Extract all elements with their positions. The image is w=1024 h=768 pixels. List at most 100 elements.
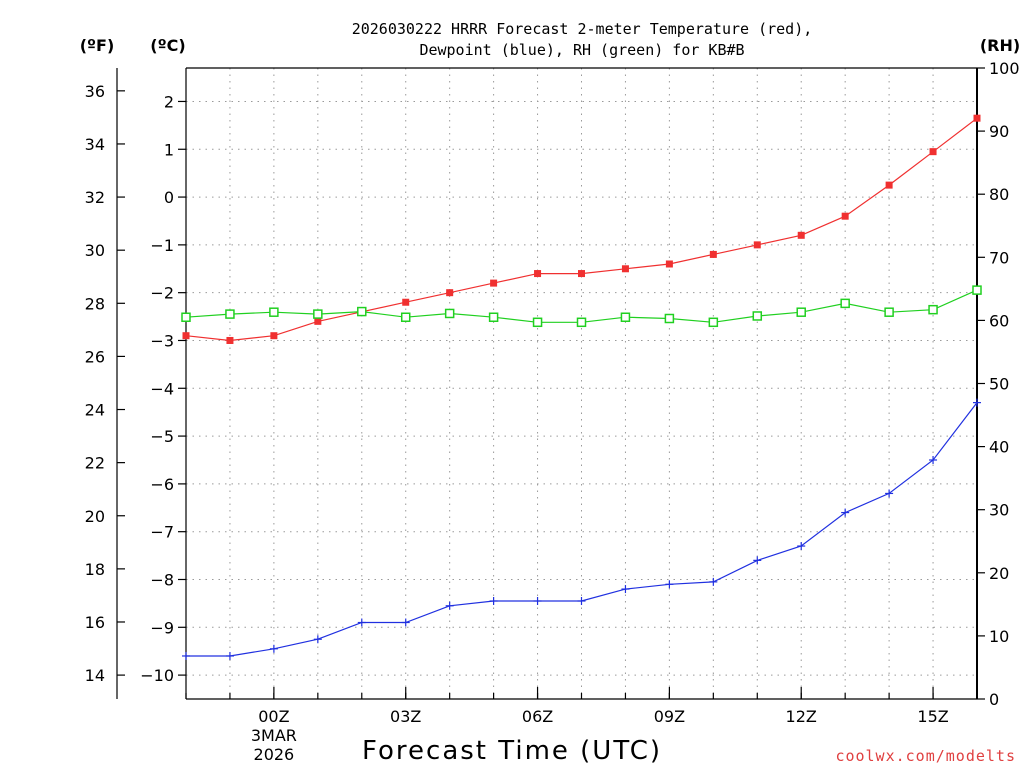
rh-tick-label: 90 (989, 122, 1009, 141)
temperature-point (753, 241, 761, 249)
celsius-tick-label: −8 (150, 570, 174, 589)
rh-tick-label: 10 (989, 627, 1009, 646)
date-label-year: 2026 (254, 745, 295, 764)
fahrenheit-tick-label: 36 (85, 82, 105, 101)
fahrenheit-tick-label: 32 (85, 188, 105, 207)
celsius-tick-label: −4 (150, 379, 174, 398)
rh-point (532, 317, 543, 328)
rh-point (313, 309, 323, 319)
grid-lines (186, 68, 977, 699)
temperature-point (841, 212, 849, 220)
fahrenheit-tick-label: 30 (85, 241, 105, 260)
celsius-tick-label: 1 (164, 140, 174, 159)
rh-tick-label: 0 (989, 690, 999, 709)
dewpoint-point (269, 644, 278, 653)
temperature-point (490, 279, 498, 287)
rh-point (620, 312, 631, 322)
chart-title-line-2: Dewpoint (blue), RH (green) for KB#B (419, 41, 744, 59)
rh-tick-label: 80 (989, 185, 1009, 204)
temperature-point (226, 336, 234, 344)
fahrenheit-tick-label: 24 (85, 401, 105, 420)
celsius-tick-label: 2 (164, 92, 174, 111)
celsius-tick-label: −6 (150, 475, 174, 494)
rh-tick-label: 50 (989, 375, 1009, 394)
credit-link[interactable]: coolwx.com/modelts (835, 747, 1016, 765)
chart-title-line-1: 2026030222 HRRR Forecast 2-meter Tempera… (352, 20, 813, 38)
temperature-point (534, 270, 542, 278)
temperature-point (314, 317, 322, 325)
rh-tick-label: 30 (989, 501, 1009, 520)
dewpoint-point (929, 455, 938, 464)
dewpoint-line (186, 402, 978, 657)
fahrenheit-tick-label: 18 (85, 560, 105, 579)
rh-point (488, 312, 499, 322)
rh-point (269, 307, 279, 317)
date-label-day: 3MAR (251, 726, 297, 745)
dewpoint-point (357, 618, 366, 627)
celsius-unit-label: (ºC) (150, 36, 185, 55)
fahrenheit-tick-label: 34 (85, 135, 105, 154)
temperature-point (270, 332, 278, 340)
x-tick-label: 03Z (390, 707, 421, 726)
rh-point (225, 309, 235, 319)
fahrenheit-unit-label: (ºF) (80, 36, 115, 55)
temperature-point (578, 270, 585, 278)
temperature-point (709, 250, 717, 258)
dewpoint-point (313, 635, 322, 644)
temperature-line (185, 117, 978, 342)
x-tick-label: 09Z (654, 707, 685, 726)
temperature-point (665, 260, 673, 268)
rh-point (664, 313, 675, 324)
rh-point (840, 298, 850, 309)
temperature-point (621, 265, 629, 273)
dewpoint-point (182, 651, 190, 660)
dewpoint-point (709, 577, 718, 586)
fahrenheit-tick-label: 14 (85, 666, 105, 685)
celsius-tick-label: −10 (140, 666, 174, 685)
celsius-tick-label: −1 (150, 236, 174, 255)
rh-point (357, 306, 367, 317)
rh-tick-label: 100 (989, 59, 1020, 78)
dewpoint-point (753, 556, 762, 565)
fahrenheit-tick-label: 16 (85, 613, 105, 632)
rh-point (972, 285, 982, 295)
rh-point (708, 317, 719, 328)
rh-point (752, 311, 763, 321)
celsius-tick-label: −3 (150, 331, 174, 350)
dewpoint-point (885, 489, 894, 498)
dewpoint-point (445, 601, 454, 610)
rh-point (576, 317, 587, 328)
rh-tick-label: 60 (989, 311, 1009, 330)
dewpoint-point (665, 580, 674, 589)
tick-labels: 210−1−2−3−4−5−6−7−8−9−103634323028262422… (85, 59, 1020, 726)
x-tick-label: 15Z (917, 707, 948, 726)
fahrenheit-tick-label: 26 (85, 347, 105, 366)
x-tick-label: 12Z (786, 707, 817, 726)
dewpoint-point (973, 398, 981, 407)
dewpoint-point (797, 542, 806, 551)
rh-point (400, 312, 411, 322)
dewpoint-point (577, 597, 586, 606)
dewpoint-point (841, 508, 850, 517)
x-tick-label: 06Z (522, 707, 553, 726)
rh-line (185, 289, 978, 323)
axes (116, 67, 985, 700)
rh-tick-label: 20 (989, 564, 1009, 583)
celsius-tick-label: −5 (150, 427, 174, 446)
rh-point (884, 307, 894, 317)
temperature-point (182, 332, 190, 340)
rh-point (796, 307, 806, 317)
celsius-tick-label: −2 (150, 284, 174, 303)
x-tick-label: 00Z (258, 707, 289, 726)
rh-point (181, 312, 191, 322)
dewpoint-point (621, 585, 630, 594)
temperature-point (402, 298, 410, 306)
rh-unit-label: (RH) (980, 36, 1020, 55)
fahrenheit-tick-label: 20 (85, 507, 105, 526)
fahrenheit-tick-label: 22 (85, 454, 105, 473)
temperature-point (446, 289, 454, 297)
dewpoint-point (401, 618, 410, 627)
temperature-point (797, 231, 805, 239)
x-axis-label: Forecast Time (UTC) (362, 736, 662, 766)
